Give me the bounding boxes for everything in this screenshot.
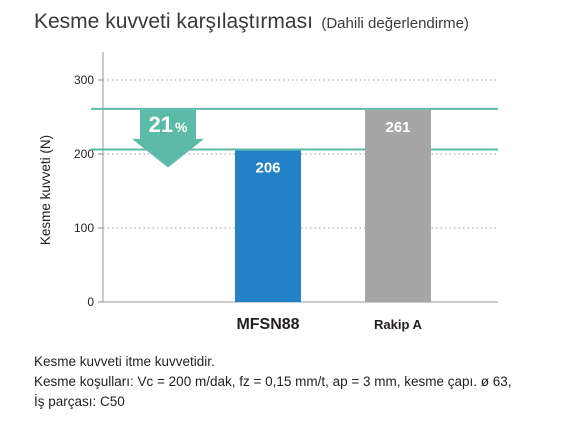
reduction-unit: % — [175, 119, 188, 135]
bar — [365, 109, 431, 302]
y-axis-label: Kesme kuvveti (N) — [38, 135, 53, 245]
chart-subtitle: (Dahili değerlendirme) — [321, 15, 469, 32]
y-tick-label: 100 — [74, 221, 94, 235]
reduction-label: 21% — [149, 112, 188, 137]
bar-value-label: 261 — [385, 119, 410, 136]
y-tick-label: 0 — [87, 295, 94, 309]
category-label: MFSN88 — [236, 316, 299, 333]
footnote-line-2: Kesme koşulları: Vc = 200 m/dak, fz = 0,… — [34, 374, 512, 389]
reduction-arrow — [132, 109, 204, 168]
y-tick-label: 200 — [74, 147, 94, 161]
footnote-line-1: Kesme kuvveti itme kuvvetidir. — [34, 354, 215, 369]
bar-chart: 0 100 200 300 Kesme kuvveti (N) 206 261 MFSN88 R… — [38, 52, 498, 333]
footnote-line-3: İş parçası: C50 — [34, 394, 125, 409]
category-label: Rakip A — [374, 317, 423, 332]
bar-value-label: 206 — [255, 160, 280, 177]
chart-title-block: Kesme kuvveti karşılaştırması (Dahili de… — [34, 10, 469, 34]
footnotes: Kesme kuvveti itme kuvvetidir. Kesme koş… — [34, 352, 512, 412]
chart-title: Kesme kuvveti karşılaştırması — [34, 10, 313, 33]
y-tick-label: 300 — [74, 73, 94, 87]
bar — [235, 150, 301, 302]
reduction-number: 21 — [149, 112, 173, 137]
